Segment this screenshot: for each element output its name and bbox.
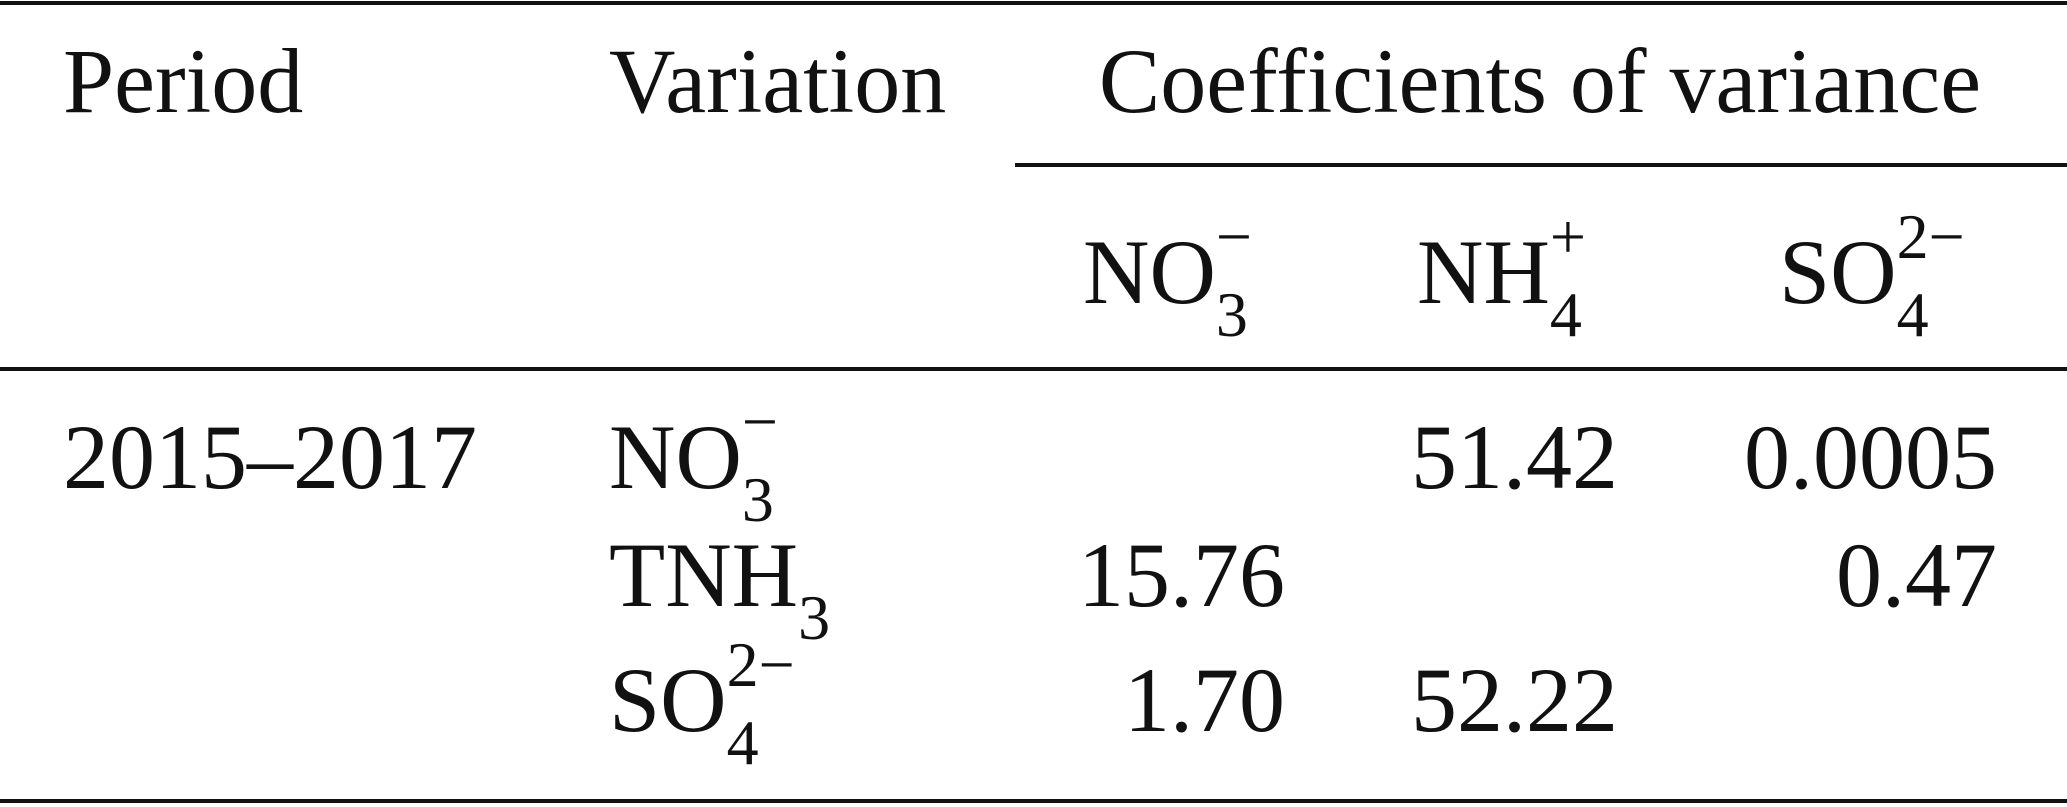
header-variation: Variation <box>609 30 946 132</box>
header-period: Period <box>63 30 303 132</box>
value-cell: 0.0005 <box>1744 406 1997 508</box>
value-cell: 0.47 <box>1836 524 1997 626</box>
formula-superscript: 2− <box>727 629 795 700</box>
formula-subscript: 3 <box>742 464 774 535</box>
value-cell: 52.22 <box>1411 649 1618 751</box>
formula-subscript: 4 <box>727 707 759 778</box>
formula-subscript: 4 <box>1897 279 1929 350</box>
formula-base: NH <box>1417 221 1550 323</box>
formula-base: NO <box>1083 221 1216 323</box>
period-cell: 2015–2017 <box>63 406 477 508</box>
formula-base: SO <box>1779 221 1897 323</box>
formula-subscript: 3 <box>798 582 830 653</box>
formula-base: SO <box>609 649 727 751</box>
header-group: Coefficients of variance <box>1099 30 1981 132</box>
formula-subscript: 3 <box>1216 279 1248 350</box>
formula-base: NO <box>609 406 742 508</box>
value-cell: 15.76 <box>1078 524 1285 626</box>
formula-superscript: − <box>1216 201 1252 272</box>
value-cell: 51.42 <box>1411 406 1618 508</box>
value-cell: 1.70 <box>1124 649 1285 751</box>
formula-subscript: 4 <box>1550 279 1582 350</box>
formula-superscript: − <box>742 386 778 457</box>
formula-superscript: 2− <box>1897 201 1965 272</box>
formula-superscript: + <box>1550 201 1586 272</box>
formula-base: TNH <box>609 524 798 626</box>
